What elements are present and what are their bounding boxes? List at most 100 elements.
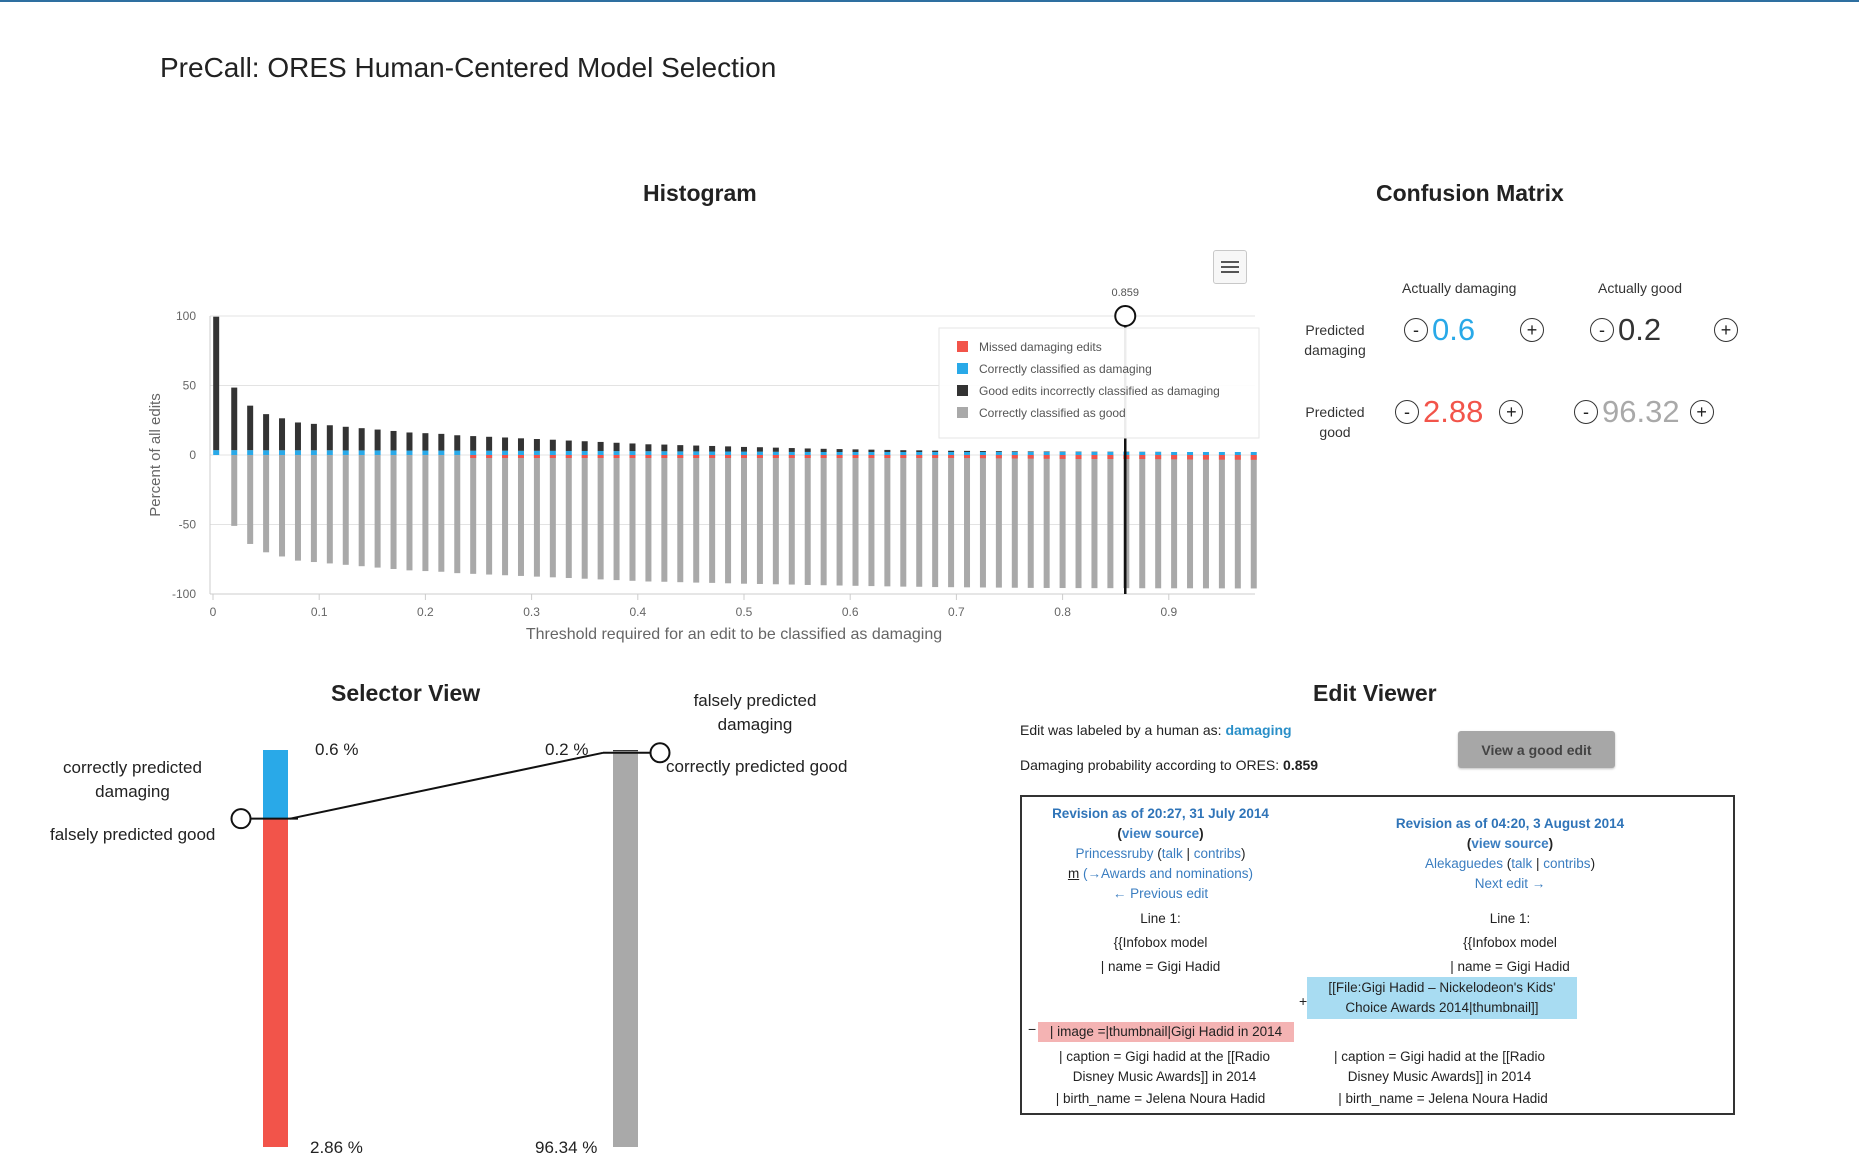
- bar-false-damaging: [310, 423, 317, 451]
- old-view-source-link[interactable]: view source: [1121, 826, 1200, 841]
- old-edit-summary-link[interactable]: (→Awards and nominations): [1082, 866, 1254, 881]
- bar-correct-good: [868, 455, 875, 587]
- plus-circle-icon[interactable]: +: [1499, 400, 1524, 424]
- bar-false-damaging: [565, 440, 572, 451]
- bar-missed-damaging: [1091, 455, 1098, 460]
- selector-view: [230, 742, 671, 1147]
- bar-correct-damaging: [1011, 452, 1018, 455]
- right-handle-icon[interactable]: [649, 742, 671, 764]
- minus-circle-icon[interactable]: -: [1574, 400, 1598, 424]
- bar-correct-good: [422, 455, 429, 572]
- new-talk-link[interactable]: talk: [1511, 856, 1533, 871]
- new-user-line: Alekaguedes (talk | contribs): [1424, 856, 1596, 871]
- bar-false-damaging: [279, 418, 286, 451]
- bar-missed-damaging: [502, 455, 509, 458]
- bar-false-damaging: [454, 435, 461, 451]
- bar-correct-damaging: [900, 452, 907, 455]
- old-infobox-line: {{Infobox model: [1113, 935, 1208, 950]
- plus-circle-icon[interactable]: +: [1689, 400, 1714, 424]
- left-handle-icon[interactable]: [230, 808, 252, 830]
- bar-false-damaging: [661, 444, 668, 452]
- bar-correct-good: [438, 455, 445, 572]
- y-tick-label: 100: [176, 309, 196, 323]
- bar-false-damaging: [756, 447, 763, 452]
- bar-missed-damaging: [820, 455, 827, 458]
- new-revision-title[interactable]: Revision as of 04:20, 3 August 2014: [1395, 816, 1625, 831]
- bar-missed-damaging: [932, 455, 939, 458]
- bar-correct-damaging: [1043, 452, 1050, 455]
- bar-false-damaging: [868, 449, 875, 452]
- bar-missed-damaging: [756, 455, 763, 458]
- legend-swatch: [957, 385, 968, 396]
- bar-missed-damaging: [565, 455, 572, 458]
- new-view-source-link[interactable]: view source: [1471, 836, 1549, 851]
- bar-correct-good: [279, 455, 286, 557]
- minor-edit-mark: m: [1067, 866, 1080, 881]
- bar-false-damaging: [581, 441, 588, 451]
- bar-missed-damaging: [1250, 455, 1257, 460]
- minus-circle-icon[interactable]: -: [1395, 400, 1419, 424]
- bar-correct-damaging: [279, 450, 286, 455]
- bar-missed-damaging: [549, 455, 556, 458]
- bar-correct-damaging: [597, 450, 604, 455]
- bar-correct-good: [533, 455, 540, 577]
- bar-missed-damaging: [916, 455, 923, 458]
- old-contribs-link[interactable]: contribs: [1193, 846, 1242, 861]
- bar-correct-good: [629, 455, 636, 581]
- bar-correct-good: [852, 455, 859, 586]
- new-contribs-link[interactable]: contribs: [1543, 856, 1591, 871]
- plus-circle-icon[interactable]: +: [1520, 318, 1544, 342]
- bar-correct-damaging: [804, 451, 811, 455]
- x-tick-label: 0.3: [523, 605, 540, 619]
- bar-false-damaging: [804, 448, 811, 452]
- previous-edit-link[interactable]: ← Previous edit: [1112, 886, 1209, 901]
- next-edit-link[interactable]: Next edit →: [1474, 876, 1546, 891]
- bar-correct-damaging: [502, 450, 509, 455]
- bar-correct-good: [1250, 455, 1257, 589]
- bar-correct-damaging: [231, 450, 238, 455]
- old-birth-line: | birth_name = Jelena Noura Hadid: [1055, 1091, 1266, 1106]
- bar-correct-good: [294, 455, 301, 561]
- bar-correct-good: [756, 455, 763, 584]
- confusion-matrix-title: Confusion Matrix: [1376, 180, 1564, 206]
- bar-missed-damaging: [725, 455, 732, 458]
- bar-correct-good: [884, 455, 891, 587]
- bar-false-damaging: [549, 439, 556, 451]
- bar-false-damaging: [231, 387, 238, 451]
- cell-true-negative: - 96.32 +: [1574, 394, 1714, 430]
- old-user-link[interactable]: Princessruby: [1075, 846, 1154, 861]
- bar-false-damaging: [438, 433, 445, 451]
- minus-circle-icon[interactable]: -: [1590, 318, 1614, 342]
- view-good-edit-button[interactable]: View a good edit: [1458, 731, 1615, 768]
- bar-correct-damaging: [390, 450, 397, 455]
- bar-correct-good: [565, 455, 572, 579]
- ores-probability-value: 0.859: [1283, 757, 1319, 773]
- bar-correct-damaging: [979, 452, 986, 455]
- bar-correct-damaging: [1075, 452, 1082, 455]
- minus-circle-icon[interactable]: -: [1404, 318, 1428, 342]
- label-line: damaging: [95, 782, 170, 801]
- legend-entry: Good edits incorrectly classified as dam…: [979, 384, 1220, 398]
- row-header-predicted-damaging: Predicted damaging: [1290, 320, 1380, 360]
- bar-correct-damaging: [1218, 452, 1225, 455]
- chart-menu-button[interactable]: [1213, 250, 1247, 284]
- old-talk-link[interactable]: talk: [1161, 846, 1183, 861]
- old-revision-title[interactable]: Revision as of 20:27, 31 July 2014: [1052, 806, 1269, 821]
- bar-correct-good: [517, 455, 524, 576]
- pct-right-bottom: 96.34 %: [535, 1138, 598, 1157]
- bar-correct-damaging: [836, 452, 843, 455]
- bar-correct-damaging: [1139, 452, 1146, 455]
- human-label-value: damaging: [1225, 722, 1292, 738]
- bar-correct-damaging: [310, 450, 317, 455]
- row-header-line: Predicted: [1305, 404, 1365, 420]
- bar-false-damaging: [852, 449, 859, 452]
- y-tick-label: 50: [183, 379, 197, 393]
- x-tick-label: 0: [210, 605, 217, 619]
- bar-missed-damaging: [772, 455, 779, 458]
- bar-correct-good: [470, 455, 477, 574]
- row-header-line: good: [1319, 424, 1351, 440]
- new-user-link[interactable]: Alekaguedes: [1424, 856, 1503, 871]
- bar-missed-damaging: [597, 455, 604, 458]
- bar-missed-damaging: [979, 455, 986, 459]
- plus-circle-icon[interactable]: +: [1714, 318, 1738, 342]
